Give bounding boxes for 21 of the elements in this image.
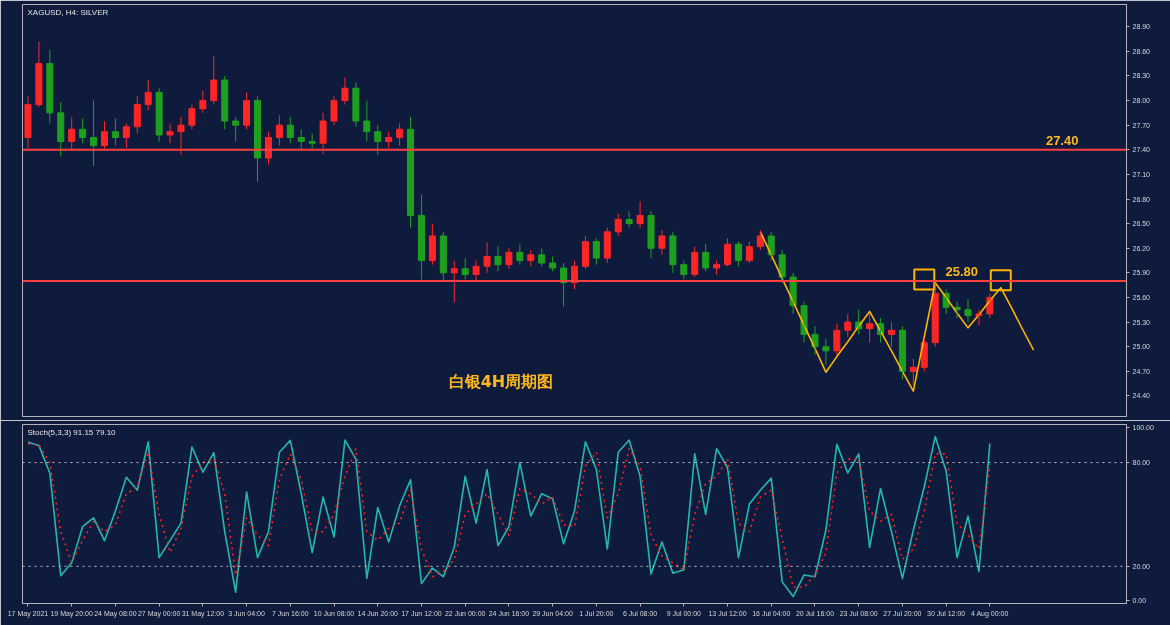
candlestick — [549, 255, 557, 272]
candlestick — [713, 260, 721, 276]
candlestick — [538, 247, 546, 267]
line-series — [759, 231, 1035, 392]
candlestick — [308, 132, 316, 149]
candlestick — [275, 114, 283, 147]
candlestick — [286, 116, 294, 144]
candlestick — [625, 210, 633, 229]
candlestick — [450, 260, 458, 303]
candlestick — [166, 123, 174, 144]
candlestick — [232, 116, 240, 143]
candlestick — [461, 257, 469, 280]
ref-line-label: 27.40 — [1045, 132, 1079, 148]
annotation: 白银4H周期图 — [448, 371, 554, 391]
candlestick — [111, 118, 119, 147]
ref-line-label: 25.80 — [945, 264, 978, 280]
chart-title: Stoch(5,3,3) 91.15 79.10 — [27, 427, 117, 437]
candlestick — [844, 313, 852, 338]
candlestick — [516, 243, 524, 266]
candlestick — [527, 249, 535, 267]
chart-title: XAGUSD, H4: SILVER — [27, 7, 109, 17]
